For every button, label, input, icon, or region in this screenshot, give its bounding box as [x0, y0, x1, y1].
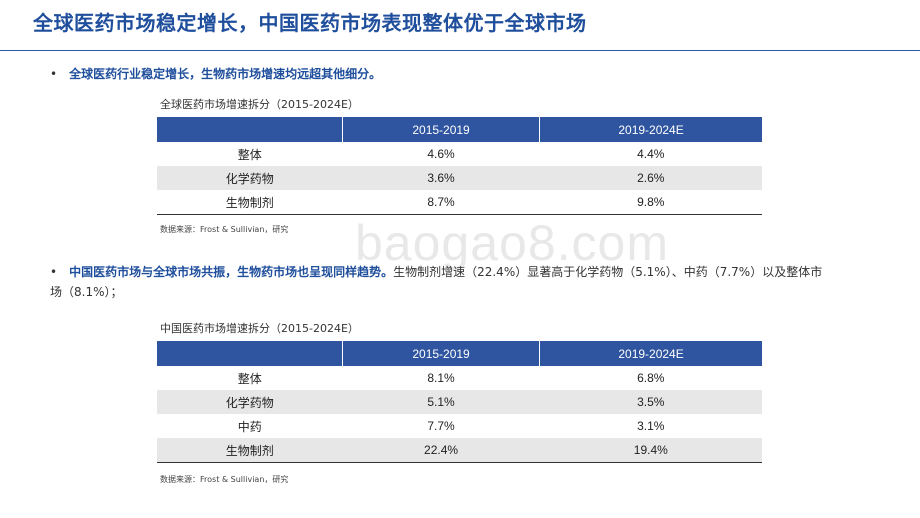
- row-value: 9.8%: [539, 190, 762, 215]
- row-label: 化学药物: [157, 166, 343, 190]
- row-value: 5.1%: [342, 390, 540, 414]
- bullet-dot: •: [50, 67, 58, 81]
- table-row: 整体 4.6% 4.4%: [157, 142, 762, 166]
- page-title: 全球医药市场稳定增长，中国医药市场表现整体优于全球市场: [33, 11, 587, 35]
- watermark: baogao8.com: [355, 215, 670, 271]
- table-row: 生物制剂 22.4% 19.4%: [157, 438, 762, 463]
- header-cell: 2019-2024E: [539, 117, 762, 142]
- row-value: 2.6%: [539, 166, 762, 190]
- bullet-global: • 全球医药行业稳定增长，生物药市场增速均远超其他细分。: [50, 64, 381, 84]
- row-value: 8.7%: [342, 190, 540, 215]
- table-row: 化学药物 5.1% 3.5%: [157, 390, 762, 414]
- row-label: 生物制剂: [157, 190, 343, 215]
- table-global-source: 数据来源：Frost & Sullivian，研究: [160, 225, 289, 234]
- row-label: 生物制剂: [157, 438, 343, 463]
- row-value: 4.6%: [427, 147, 455, 161]
- table-global: 2015-2019 2019-2024E 整体 4.6% 4.4% 化学药物 3…: [157, 117, 762, 215]
- row-value: 7.7%: [427, 419, 455, 433]
- bullet-china-lead: 中国医药市场与全球市场共振，生物药市场也呈现同样趋势。: [69, 265, 394, 279]
- table-china-source: 数据来源：Frost & Sullivian，研究: [160, 475, 289, 484]
- bullet-global-lead: 全球医药行业稳定增长，生物药市场增速均远超其他细分。: [69, 67, 382, 81]
- header-cell: 2015-2019: [341, 117, 540, 142]
- bullet-china-body: 生物制剂增速（22.4%）显著高于化学药物（5.1%）、中药（7.7%）以及整体…: [50, 265, 823, 299]
- table-row: 化学药物 3.6% 2.6%: [157, 166, 762, 190]
- header-cell: 2015-2019: [341, 341, 540, 366]
- title-divider: [0, 50, 920, 51]
- table-china-caption: 中国医药市场增速拆分（2015-2024E）: [160, 322, 359, 335]
- header-cell: 2019-2024E: [539, 341, 762, 366]
- table-row: 整体 8.1% 6.8%: [157, 366, 762, 390]
- row-label: 化学药物: [157, 390, 343, 414]
- table-header-row: 2015-2019 2019-2024E: [157, 341, 762, 366]
- table-row: 中药 7.7% 3.1%: [157, 414, 762, 438]
- row-value: 3.1%: [637, 419, 665, 433]
- bullet-dot: •: [50, 265, 58, 279]
- row-value: 8.1%: [427, 371, 455, 385]
- header-cell: [157, 341, 343, 366]
- row-value: 3.6%: [342, 166, 540, 190]
- bullet-china: • 中国医药市场与全球市场共振，生物药市场也呈现同样趋势。生物制剂增速（22.4%…: [50, 262, 830, 302]
- row-value: 19.4%: [539, 438, 762, 463]
- row-value: 6.8%: [637, 371, 665, 385]
- table-china: 2015-2019 2019-2024E 整体 8.1% 6.8% 化学药物 5…: [157, 341, 762, 463]
- row-label: 中药: [237, 419, 262, 434]
- row-value: 3.5%: [539, 390, 762, 414]
- table-global-caption: 全球医药市场增速拆分（2015-2024E）: [160, 98, 359, 111]
- header-cell: [157, 117, 343, 142]
- row-label: 整体: [237, 147, 262, 162]
- table-header-row: 2015-2019 2019-2024E: [157, 117, 762, 142]
- row-value: 22.4%: [342, 438, 540, 463]
- table-row: 生物制剂 8.7% 9.8%: [157, 190, 762, 215]
- row-label: 整体: [237, 371, 262, 386]
- row-value: 4.4%: [637, 147, 665, 161]
